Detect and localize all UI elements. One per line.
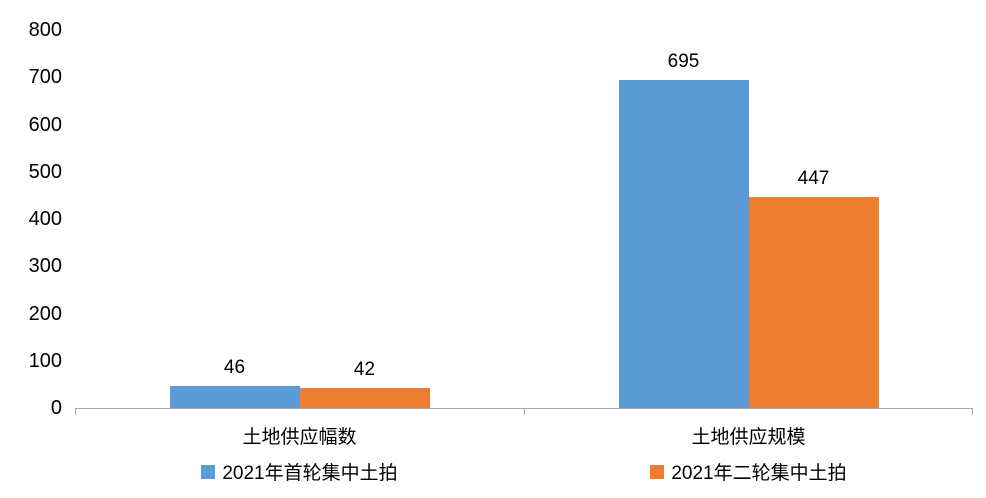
legend-label: 2021年二轮集中土拍: [671, 463, 847, 484]
plot-area: 46 42 695 447: [75, 30, 973, 415]
x-axis-tick: [75, 408, 76, 415]
legend-swatch-icon: [650, 464, 665, 479]
bar-group: 695 447: [524, 30, 973, 408]
x-axis-tick: [972, 408, 973, 415]
y-tick-label: 100: [28, 349, 62, 372]
bar-with-label: 46: [169, 357, 300, 408]
x-axis-tick: [524, 408, 525, 415]
legend-swatch-icon: [201, 464, 216, 479]
bar: [169, 386, 300, 408]
y-tick-label: 200: [28, 302, 62, 325]
legend-item: 2021年首轮集中土拍: [75, 458, 524, 485]
bar-with-label: 447: [748, 167, 879, 408]
chart-legend: 2021年首轮集中土拍 2021年二轮集中土拍: [75, 458, 973, 485]
y-tick-label: 700: [28, 66, 62, 89]
bar: [618, 79, 749, 408]
bar-with-label: 695: [618, 50, 749, 408]
legend-label: 2021年首轮集中土拍: [222, 463, 398, 484]
bar: [748, 196, 879, 408]
y-tick-label: 600: [28, 113, 62, 136]
y-tick-label: 400: [28, 208, 62, 230]
bar-with-label: 42: [299, 359, 430, 408]
bar-value-label: 447: [797, 167, 830, 189]
y-tick-label: 0: [50, 397, 62, 419]
bar: [299, 388, 430, 408]
x-category-label: 土地供应幅数: [242, 427, 357, 448]
bar-value-label: 46: [223, 357, 246, 379]
y-tick-label: 500: [28, 160, 62, 183]
y-tick-label: 300: [28, 255, 62, 278]
y-tick-label: 800: [28, 19, 62, 41]
bar-value-label: 695: [667, 50, 700, 72]
bar-value-label: 42: [353, 359, 376, 381]
bar-group: 46 42: [75, 30, 524, 408]
x-category-label: 土地供应规模: [691, 427, 806, 448]
y-axis-labels: 0 100 200 300 400 500 600 700 800: [0, 20, 64, 418]
legend-item: 2021年二轮集中土拍: [524, 458, 973, 485]
x-axis-category-labels: 土地供应幅数 土地供应规模: [75, 422, 973, 449]
